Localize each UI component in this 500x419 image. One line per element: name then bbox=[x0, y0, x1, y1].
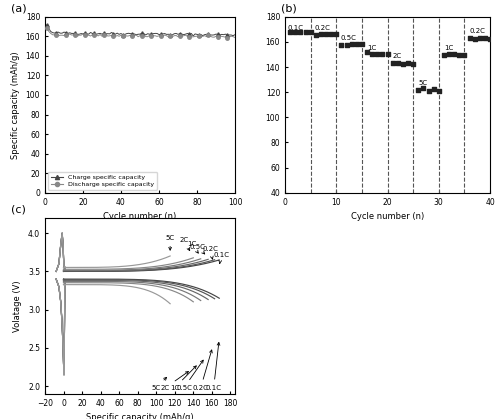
Point bbox=[342, 41, 350, 48]
Point bbox=[363, 49, 371, 55]
Text: 1C: 1C bbox=[367, 45, 376, 51]
Text: 0.2C: 0.2C bbox=[193, 350, 212, 391]
Point bbox=[399, 60, 407, 67]
Point bbox=[306, 28, 314, 35]
Text: 5C: 5C bbox=[418, 80, 428, 86]
Point bbox=[455, 52, 463, 59]
Text: 5C: 5C bbox=[166, 235, 174, 250]
Point bbox=[368, 51, 376, 57]
Text: (a): (a) bbox=[11, 3, 26, 13]
Point bbox=[394, 59, 402, 66]
Y-axis label: Specific capacity (mAh/g): Specific capacity (mAh/g) bbox=[11, 51, 20, 158]
Point bbox=[388, 60, 396, 67]
Point bbox=[414, 86, 422, 93]
Text: 2C: 2C bbox=[161, 372, 188, 391]
Point bbox=[378, 51, 386, 57]
Text: 0.2C: 0.2C bbox=[470, 28, 486, 34]
Text: 0.5C: 0.5C bbox=[176, 360, 203, 391]
Text: 0.5C: 0.5C bbox=[340, 35, 356, 41]
X-axis label: Cycle number (n): Cycle number (n) bbox=[351, 212, 424, 221]
Text: 0.2C: 0.2C bbox=[202, 246, 218, 259]
Point bbox=[486, 35, 494, 42]
Y-axis label: Volatage (V): Volatage (V) bbox=[14, 280, 22, 332]
Text: 1C: 1C bbox=[444, 45, 453, 51]
Text: 0.5C: 0.5C bbox=[190, 244, 206, 254]
Point bbox=[296, 29, 304, 36]
Text: 0.1C: 0.1C bbox=[288, 25, 304, 31]
Point bbox=[312, 32, 320, 39]
Point bbox=[460, 52, 468, 58]
Point bbox=[317, 31, 325, 37]
Point bbox=[338, 42, 345, 49]
Point bbox=[470, 35, 478, 42]
Point bbox=[424, 88, 432, 94]
Text: 5C: 5C bbox=[152, 378, 166, 391]
Point bbox=[384, 51, 392, 57]
Point bbox=[430, 86, 438, 93]
Text: 1C: 1C bbox=[187, 241, 198, 253]
Point bbox=[302, 28, 310, 35]
Point bbox=[466, 34, 473, 41]
Point bbox=[291, 28, 299, 35]
Text: (c): (c) bbox=[11, 204, 26, 215]
Point bbox=[445, 50, 453, 57]
Point bbox=[476, 35, 484, 41]
Point bbox=[358, 41, 366, 47]
Point bbox=[348, 41, 356, 47]
Point bbox=[481, 35, 489, 41]
Legend: Charge specific capacity, Discharge specific capacity: Charge specific capacity, Discharge spec… bbox=[48, 172, 157, 190]
Point bbox=[420, 85, 428, 92]
Text: 1C: 1C bbox=[170, 366, 196, 391]
Text: 0.1C: 0.1C bbox=[206, 342, 222, 391]
Text: 0.2C: 0.2C bbox=[314, 25, 330, 31]
X-axis label: Cycle number (n): Cycle number (n) bbox=[104, 212, 176, 221]
Point bbox=[404, 60, 412, 67]
Text: (b): (b) bbox=[281, 3, 296, 13]
Point bbox=[353, 41, 361, 47]
Text: 2C: 2C bbox=[180, 237, 190, 251]
Point bbox=[322, 31, 330, 37]
Text: 0.1C: 0.1C bbox=[213, 252, 229, 264]
X-axis label: Specific capacity (mAh/g): Specific capacity (mAh/g) bbox=[86, 413, 194, 419]
Point bbox=[450, 51, 458, 58]
Point bbox=[332, 30, 340, 37]
Point bbox=[440, 52, 448, 58]
Point bbox=[435, 87, 443, 94]
Point bbox=[286, 28, 294, 35]
Text: 2C: 2C bbox=[392, 54, 402, 59]
Point bbox=[409, 60, 417, 67]
Point bbox=[373, 50, 382, 57]
Point bbox=[327, 30, 335, 37]
